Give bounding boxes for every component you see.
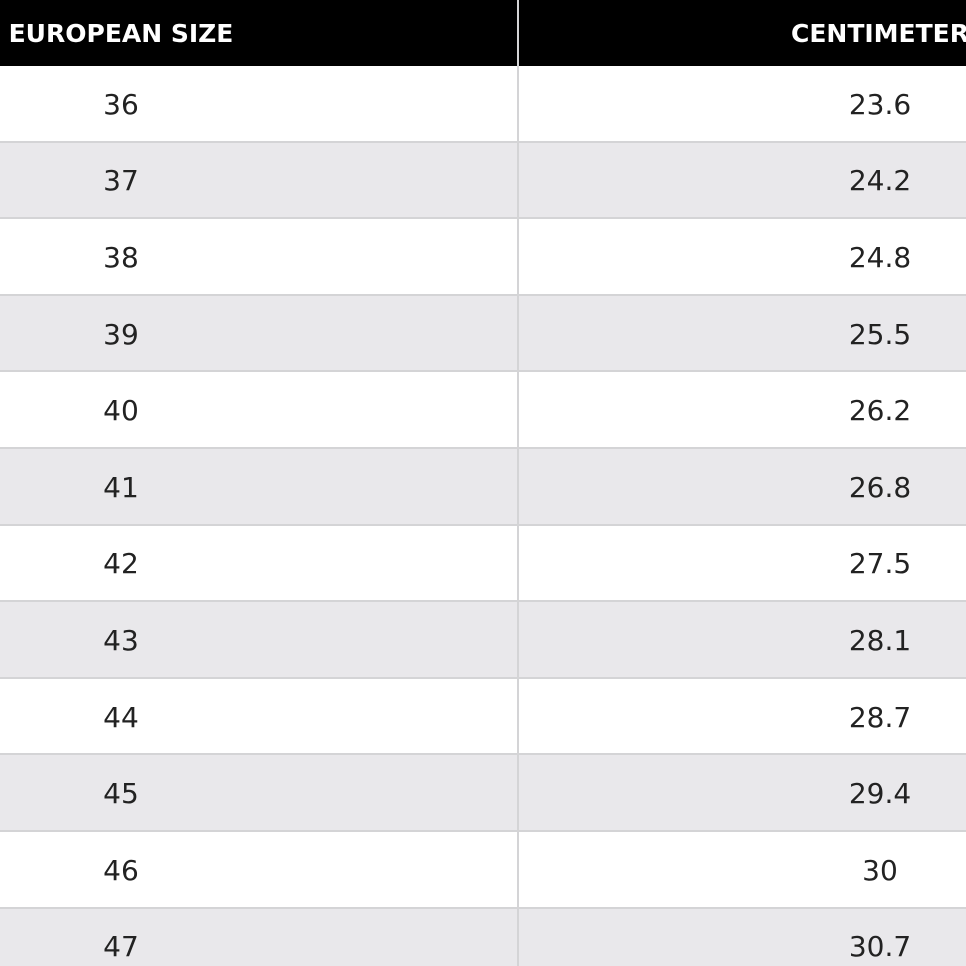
- table-cell: 30: [862, 853, 898, 887]
- table-cell: 30.7: [848, 930, 912, 964]
- table-cell: 40: [103, 394, 139, 428]
- table-cell: 46: [103, 853, 139, 887]
- table-cell: 42: [103, 547, 139, 581]
- table-cell: 43: [103, 623, 139, 657]
- table-cell: 47: [103, 930, 139, 964]
- table-cell: 44: [103, 700, 139, 734]
- table-cell: 39: [103, 317, 139, 351]
- table-cell: 29.4: [848, 777, 912, 811]
- row-background: [0, 526, 966, 603]
- table-cell: 28.1: [848, 623, 912, 657]
- table-cell: 25.5: [848, 317, 912, 351]
- row-background: [0, 755, 966, 832]
- header-cell: EUROPEAN SIZE: [0, 0, 300, 66]
- row-background: [0, 449, 966, 526]
- table-cell: 27.5: [848, 547, 912, 581]
- row-background: [0, 679, 966, 756]
- row-background: [0, 832, 966, 909]
- table-cell: 37: [103, 164, 139, 198]
- row-background: [0, 295, 966, 373]
- table-cell: 23.6: [848, 87, 912, 121]
- table-cell: 45: [103, 777, 139, 811]
- column-divider: [517, 0, 519, 966]
- row-background: [0, 66, 966, 143]
- row-background: [0, 219, 966, 296]
- table-cell: 26.8: [848, 470, 912, 504]
- table-cell: 41: [103, 470, 139, 504]
- table-cell: 36: [103, 87, 139, 121]
- header-cell: CENTIMETER: [700, 0, 966, 66]
- table-cell: 24.2: [848, 164, 912, 198]
- table-cell: 28.7: [848, 700, 912, 734]
- row-background: [0, 908, 966, 966]
- table-cell: 24.8: [848, 240, 912, 274]
- row-background: [0, 602, 966, 679]
- table-cell: 26.2: [848, 394, 912, 428]
- row-background: [0, 142, 966, 220]
- table-cell: 38: [103, 240, 139, 274]
- row-background: [0, 372, 966, 449]
